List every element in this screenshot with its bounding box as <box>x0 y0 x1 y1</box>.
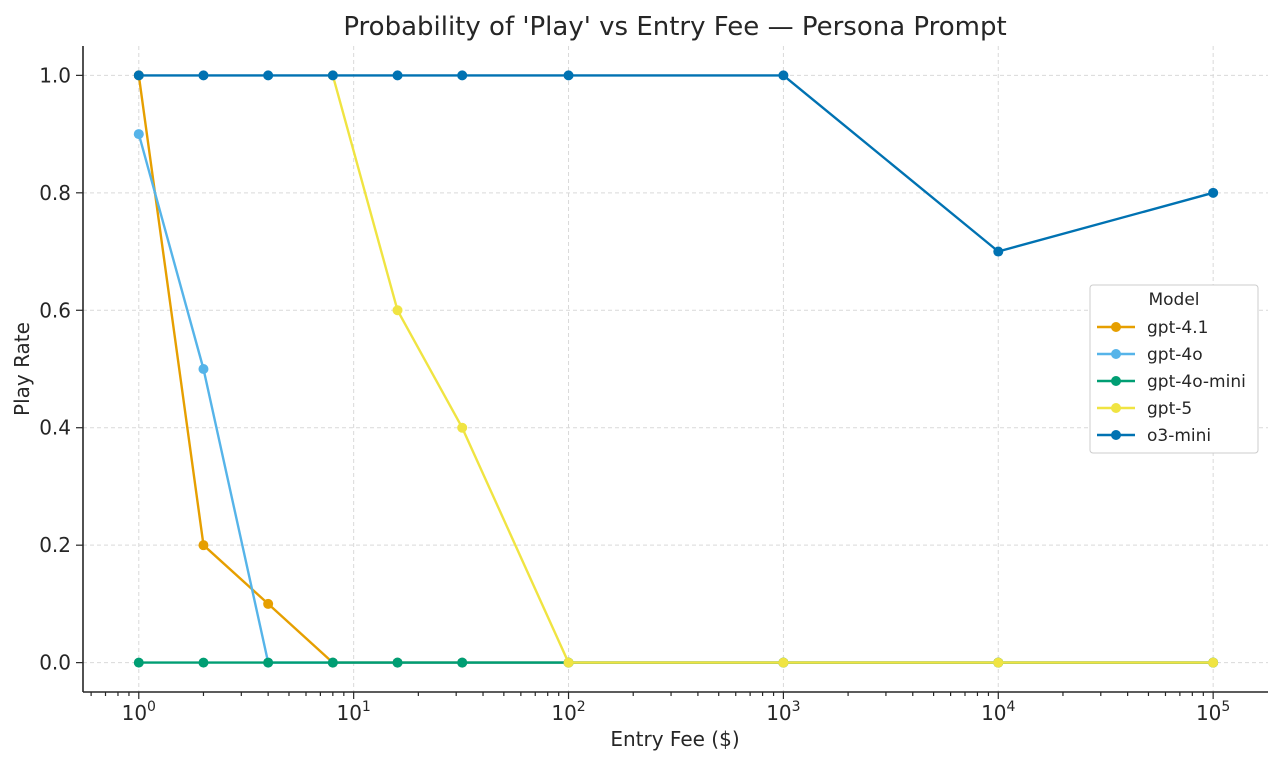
x-tick-base: 10 <box>981 701 1006 725</box>
data-point-gpt-5 <box>392 305 403 316</box>
data-point-o3-mini <box>133 70 144 81</box>
data-point-gpt-4o-mini <box>327 657 338 668</box>
series-layer <box>133 70 1219 668</box>
x-tick-label: 100 <box>122 699 156 725</box>
y-axis-ticks: 0.0 0.2 0.4 0.6 0.8 1.0 <box>39 63 83 675</box>
legend-marker <box>1111 349 1121 359</box>
series-line-gpt-4.1 <box>137 75 1214 664</box>
legend-items: gpt-4.1 gpt-4o gpt-4o-mini gpt-5 o3-mini <box>1097 318 1246 446</box>
legend-marker <box>1111 403 1121 413</box>
data-point-gpt-4o-mini <box>263 657 274 668</box>
y-axis-label: Play Rate <box>10 322 34 416</box>
x-tick-exponent: 0 <box>147 699 156 715</box>
x-tick-exponent: 5 <box>1221 699 1230 715</box>
data-point-o3-mini <box>993 246 1004 257</box>
x-tick-base: 10 <box>1196 701 1221 725</box>
series-line-gpt-4o <box>137 133 1214 664</box>
axes <box>82 46 1268 693</box>
x-tick-base: 10 <box>122 701 147 725</box>
data-point-gpt-4.1 <box>198 540 209 551</box>
x-tick-exponent: 4 <box>1007 699 1016 715</box>
x-tick-base: 10 <box>336 701 361 725</box>
y-tick-label: 0.2 <box>39 533 71 557</box>
series-line-gpt-5 <box>331 75 1214 664</box>
data-point-gpt-5 <box>993 657 1004 668</box>
x-tick-exponent: 1 <box>362 699 371 715</box>
x-tick-exponent: 2 <box>577 699 586 715</box>
legend-title: Model <box>1148 290 1199 310</box>
y-tick-label: 0.0 <box>39 651 71 675</box>
legend-label: gpt-5 <box>1147 399 1192 419</box>
data-point-o3-mini <box>263 70 274 81</box>
x-tick-label: 103 <box>766 699 800 725</box>
data-point-o3-mini <box>1208 187 1219 198</box>
x-tick-label: 104 <box>981 699 1015 725</box>
legend-marker <box>1111 322 1121 332</box>
data-point-gpt-5 <box>563 657 574 668</box>
y-tick-label: 0.4 <box>39 416 71 440</box>
data-point-o3-mini <box>457 70 468 81</box>
y-tick-label: 0.6 <box>39 298 71 322</box>
x-axis-ticks: 100 101 102 103 104 105 <box>90 692 1230 725</box>
x-tick-base: 10 <box>551 701 576 725</box>
x-tick-label: 105 <box>1196 699 1230 725</box>
x-tick-exponent: 3 <box>792 699 801 715</box>
data-point-gpt-4o <box>133 129 144 140</box>
data-point-gpt-4o <box>198 364 209 374</box>
data-point-gpt-4o-mini <box>198 657 209 668</box>
legend-marker <box>1111 376 1121 386</box>
y-tick-label: 1.0 <box>39 63 71 87</box>
chart-title: Probability of 'Play' vs Entry Fee — Per… <box>343 12 1006 42</box>
data-point-o3-mini <box>392 70 403 81</box>
legend-label: gpt-4.1 <box>1147 318 1208 338</box>
legend-label: gpt-4o <box>1147 345 1203 365</box>
data-point-gpt-4o-mini <box>133 657 144 668</box>
legend-marker <box>1111 430 1121 440</box>
x-tick-label: 101 <box>336 699 370 725</box>
x-axis-label: Entry Fee ($) <box>610 727 739 751</box>
data-point-o3-mini <box>563 70 574 81</box>
legend-label: o3-mini <box>1147 426 1211 446</box>
data-point-o3-mini <box>778 70 789 81</box>
y-tick-label: 0.8 <box>39 181 71 205</box>
series-line-o3-mini <box>138 74 1214 253</box>
data-point-o3-mini <box>327 70 338 81</box>
data-point-gpt-5 <box>457 422 468 433</box>
data-point-o3-mini <box>198 70 209 81</box>
legend-label: gpt-4o-mini <box>1147 372 1246 392</box>
x-tick-label: 102 <box>551 699 585 725</box>
data-point-gpt-5 <box>778 657 789 668</box>
x-tick-base: 10 <box>766 701 791 725</box>
legend: Model gpt-4.1 gpt-4o gpt-4o-mini gpt-5 o3-mi… <box>1089 284 1259 454</box>
data-point-gpt-4.1 <box>263 598 274 609</box>
data-point-gpt-5 <box>1208 657 1219 668</box>
data-point-gpt-4o-mini <box>457 657 468 668</box>
data-point-gpt-4o-mini <box>392 657 403 668</box>
